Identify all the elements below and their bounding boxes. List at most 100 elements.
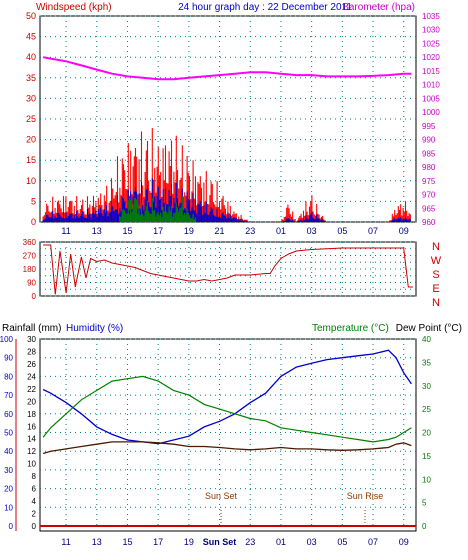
direction-ytick-label: 90: [27, 279, 36, 288]
humidity-ytick-label: 40: [4, 447, 13, 456]
humidity-series: [42, 349, 412, 445]
climate-xtick-label: 11: [61, 537, 70, 547]
humidity-ytick-label: 70: [4, 391, 13, 400]
climate-xtick-label: 07: [368, 537, 378, 547]
humidity-ytick-label: 90: [4, 354, 13, 363]
barometer-ytick-label: 1005: [422, 94, 440, 103]
climate-xtick-label: 09: [399, 537, 409, 547]
temp-ytick-label: 20: [422, 429, 431, 438]
climate-xtick-label: 13: [92, 537, 102, 547]
direction-ytick-label: 270: [23, 252, 37, 261]
barometer-ytick-label: 1025: [422, 39, 440, 48]
temp-ytick-label: 5: [422, 499, 427, 508]
direction-series: [43, 244, 413, 295]
wind-ytick-label: 25: [26, 114, 36, 124]
wind-ytick-label: 15: [26, 155, 36, 165]
rain-ytick-label: 28: [27, 347, 36, 356]
humidity-ytick-label: 30: [4, 466, 13, 475]
wind-ytick-label: 0: [31, 217, 36, 227]
wind-xtick-label: 11: [61, 226, 70, 236]
climate-xtick-label: 19: [184, 537, 194, 547]
rain-ytick-label: 0: [32, 522, 37, 531]
humidity-ytick-label: 0: [9, 522, 14, 531]
rain-ytick-label: 24: [27, 372, 36, 381]
temp-ytick-label: 15: [422, 452, 431, 461]
climate-xtick-label: Sun Set: [203, 537, 237, 547]
wind-xtick-label: 03: [307, 226, 317, 236]
barometer-ytick-label: 1015: [422, 67, 440, 76]
dewpoint-label: Dew Point (°C): [396, 323, 462, 334]
sunset-annotation: Sun Set: [205, 491, 238, 501]
barometer-ytick-label: 1035: [422, 12, 440, 21]
climate-panel: [39, 338, 417, 532]
wind-xtick-label: 07: [368, 226, 378, 236]
barometer-ytick-label: 1030: [422, 26, 440, 35]
rain-ytick-label: 30: [27, 335, 36, 344]
humidity-ytick-label: 100: [0, 335, 14, 344]
rain-ytick-label: 10: [27, 460, 36, 469]
rainfall-label: Rainfall (mm): [2, 323, 61, 334]
wind-ytick-label: 10: [26, 176, 36, 186]
temp-ytick-label: 10: [422, 475, 431, 484]
direction-ytick-label: 0: [32, 292, 37, 301]
rain-ytick-label: 4: [32, 497, 37, 506]
temp-ytick-label: 25: [422, 405, 431, 414]
wind-xtick-label: 01: [276, 226, 286, 236]
wind-ytick-label: 35: [26, 73, 36, 83]
rain-ytick-label: 14: [27, 435, 36, 444]
temperature-label: Temperature (°C): [312, 323, 389, 334]
wind-xtick-label: 19: [184, 226, 194, 236]
barometer-ytick-label: 970: [422, 191, 436, 200]
wind-series: [119, 195, 196, 222]
temperature-series: [42, 375, 412, 443]
wind-ytick-label: 45: [26, 32, 36, 42]
compass-w: W: [431, 255, 442, 267]
barometer-ytick-label: 985: [422, 149, 436, 158]
windspeed-title: Windspeed (kph): [36, 2, 112, 13]
temp-ytick-label: 35: [422, 358, 431, 367]
rain-ytick-label: 6: [32, 485, 37, 494]
humidity-ytick-label: 80: [4, 372, 13, 381]
climate-xtick-label: 15: [122, 537, 132, 547]
climate-xtick-label: 05: [337, 537, 347, 547]
wind-ytick-label: 40: [26, 52, 36, 62]
humidity-label: Humidity (%): [66, 323, 123, 334]
barometer-series: [42, 56, 412, 81]
compass-n-bottom: N: [432, 297, 440, 309]
barometer-ytick-label: 1010: [422, 81, 440, 90]
temp-ytick-label: 0: [422, 522, 427, 531]
climate-xtick-label: 23: [245, 537, 255, 547]
barometer-ytick-label: 975: [422, 177, 436, 186]
rain-ytick-label: 12: [27, 447, 36, 456]
wind-ytick-label: 30: [26, 93, 36, 103]
rain-ytick-label: 20: [27, 397, 36, 406]
gust-series: [42, 128, 411, 222]
barometer-ytick-label: 995: [422, 122, 436, 131]
wind-xtick-label: 05: [337, 226, 347, 236]
rain-ytick-label: 18: [27, 410, 36, 419]
barometer-ytick-label: 1000: [422, 108, 440, 117]
barometer-ytick-label: 980: [422, 163, 436, 172]
temp-ytick-label: 30: [422, 382, 431, 391]
barometer-ytick-label: 1020: [422, 53, 440, 62]
compass-n-top: N: [432, 241, 440, 253]
rain-ytick-label: 26: [27, 360, 36, 369]
wind-xtick-label: 23: [245, 226, 255, 236]
rain-ytick-label: 2: [32, 510, 37, 519]
compass-e: E: [432, 283, 439, 295]
wind-xtick-label: 17: [153, 226, 163, 236]
barometer-ytick-label: 960: [422, 218, 436, 227]
humidity-ytick-label: 20: [4, 485, 13, 494]
barometer-title: Barometer (hpa): [342, 2, 415, 13]
generated-marks: 0510152025303540455096096597097598098599…: [0, 11, 440, 547]
climate-xtick-label: 01: [276, 537, 286, 547]
humidity-ytick-label: 10: [4, 503, 13, 512]
wind-xtick-label: 09: [399, 226, 409, 236]
temp-ytick-label: 40: [422, 335, 431, 344]
wind-ytick-label: 20: [26, 135, 36, 145]
direction-ytick-label: 360: [23, 238, 37, 247]
rain-ytick-label: 22: [27, 385, 36, 394]
humidity-ytick-label: 50: [4, 429, 13, 438]
